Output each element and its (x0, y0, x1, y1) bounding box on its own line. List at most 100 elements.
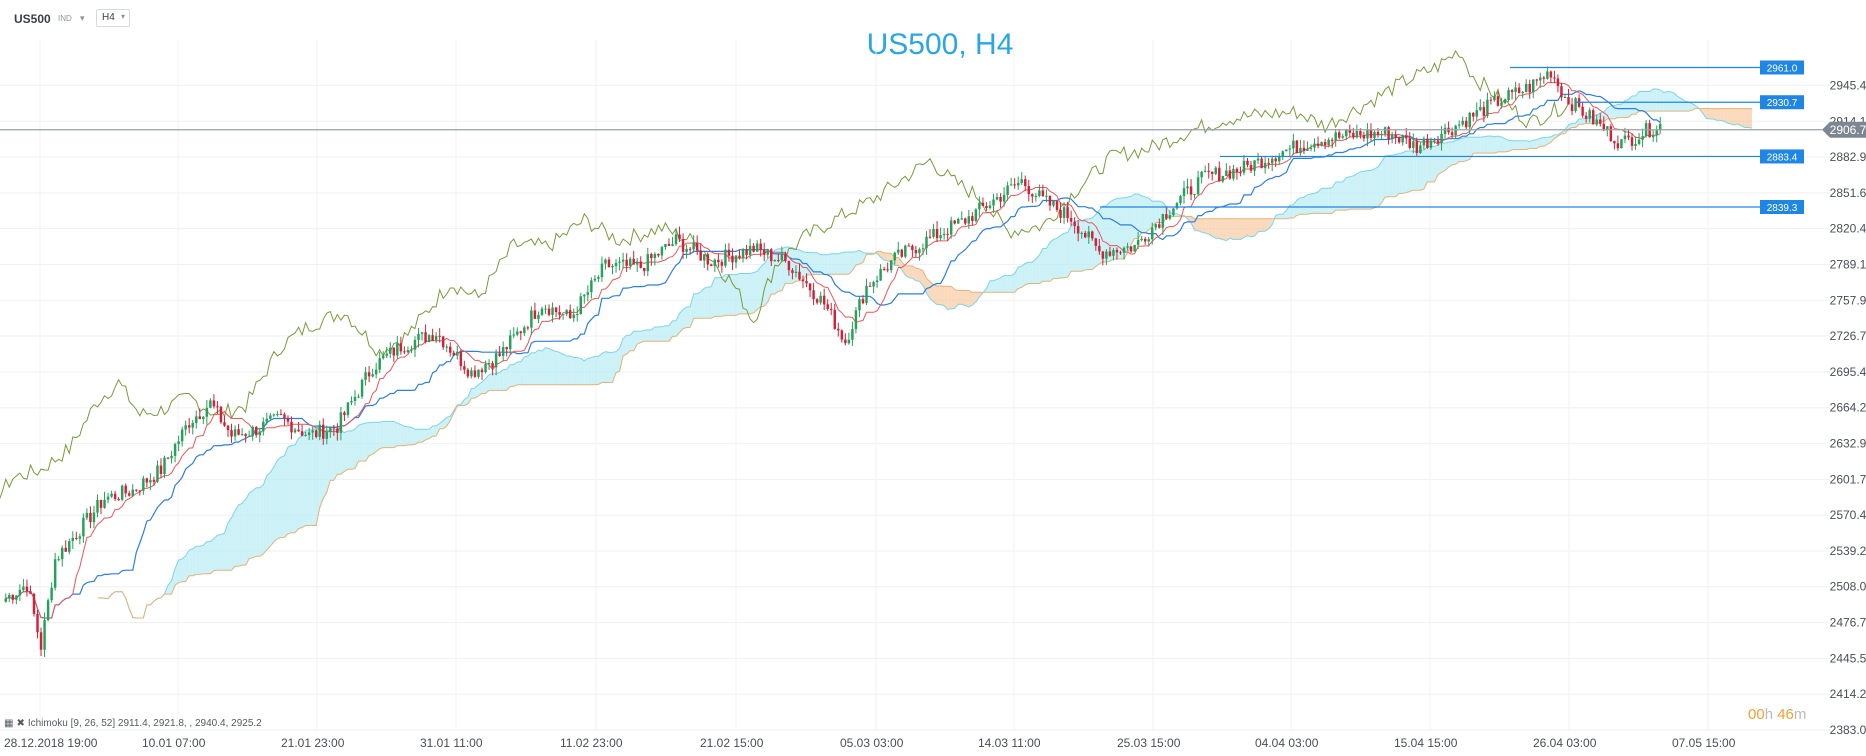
candle-body (861, 299, 865, 304)
cloud-segment (280, 455, 285, 538)
cloud-segment (707, 286, 712, 319)
candle-body (583, 294, 586, 297)
candle-body (1002, 194, 1006, 202)
indicator-settings-icon[interactable]: ▦ (4, 718, 14, 729)
y-tick-label: 2632.9 (1830, 437, 1866, 451)
candle-countdown: 00h 46m (1748, 706, 1806, 723)
cloud-segment (838, 252, 842, 275)
candle-body (1161, 214, 1165, 228)
cloud-segment (418, 429, 423, 443)
symbol-chevron-down-icon[interactable]: ▾ (80, 13, 85, 23)
cloud-segment (690, 293, 694, 328)
candle-body (127, 493, 131, 496)
candle-body (1302, 147, 1306, 152)
candle-body (1242, 160, 1246, 173)
cloud-segment (1512, 140, 1516, 150)
candle-body (254, 426, 258, 436)
cloud-segment (1272, 215, 1276, 225)
cloud-segment (1124, 196, 1128, 260)
symbol-label[interactable]: US500 (14, 12, 51, 26)
candle-body (611, 266, 614, 268)
candle-body (1517, 87, 1521, 94)
candle-body (1073, 221, 1076, 227)
candle-body (89, 512, 92, 523)
candle-body (1306, 148, 1309, 152)
candle-body (427, 335, 431, 343)
y-tick-label: 2820.4 (1830, 222, 1866, 236)
price-level-label: 2883.4 (1767, 152, 1798, 163)
candle-body (1412, 141, 1415, 148)
candle-body (434, 335, 438, 341)
candle-body (512, 334, 515, 336)
cloud-segment (1215, 218, 1220, 239)
candle-body (1221, 176, 1225, 182)
timeframe-select[interactable]: H4 ▾ (96, 9, 130, 27)
cloud-segment (298, 436, 303, 529)
cloud-segment (1476, 137, 1481, 154)
cloud-segment (827, 253, 832, 275)
candle-body (1341, 136, 1344, 138)
price-level-tag[interactable] (1760, 60, 1804, 75)
cloud-segment (887, 252, 892, 262)
cloud-segment (1145, 196, 1149, 233)
cloud-segment (1184, 215, 1188, 219)
cloud-segment (580, 358, 585, 385)
indicator-legend[interactable]: ▦ ✖ Ichimoku [9, 26, 52] 2911.4, 2921.8,… (4, 718, 262, 729)
candle-body (1129, 246, 1133, 252)
candle-body (413, 339, 417, 350)
candle-body (392, 347, 396, 356)
candle-body (135, 489, 138, 491)
candle-body (882, 268, 886, 270)
cloud-segment (1607, 105, 1611, 119)
cloud-segment (372, 422, 377, 455)
candle-body (1567, 96, 1570, 105)
cloud-segment (407, 426, 412, 445)
candle-body (801, 279, 805, 282)
cloud-segment (1071, 221, 1075, 272)
candle-body (597, 277, 600, 279)
cloud-segment (563, 354, 567, 385)
candle-body (219, 406, 223, 423)
candle-body (1634, 144, 1637, 146)
candle-body (1140, 238, 1143, 240)
cloud-segment (912, 265, 916, 281)
cloud-segment (1194, 218, 1199, 231)
candle-body (1062, 207, 1066, 218)
cloud-segment (414, 429, 419, 445)
cloud-segment (704, 287, 708, 319)
indicator-close-icon[interactable]: ✖ (16, 718, 25, 729)
cloud-segment (1395, 153, 1400, 197)
cloud-segment (489, 373, 493, 391)
candle-body (671, 244, 674, 246)
candle-body (1401, 135, 1404, 143)
cloud-segment (1011, 273, 1015, 293)
candle-body (1602, 123, 1606, 131)
price-level-tag[interactable] (1760, 199, 1804, 214)
candle-body (322, 424, 325, 439)
cloud-segment (1519, 140, 1523, 150)
cloud-segment (834, 253, 839, 275)
cloud-segment (1437, 142, 1442, 175)
candle-body (43, 620, 46, 650)
candle-body (304, 434, 307, 436)
cloud-segment (598, 353, 602, 385)
candle-body (216, 406, 219, 408)
candle-body (819, 295, 822, 303)
cloud-segment (1727, 108, 1731, 125)
cloud-segment (1385, 155, 1389, 198)
cloud-segment (700, 288, 705, 319)
price-level-tag[interactable] (1760, 149, 1804, 164)
cloud-segment (1046, 242, 1050, 282)
candle-body (1426, 138, 1429, 148)
candle-body (1105, 251, 1108, 259)
candle-body (1348, 129, 1352, 133)
candle-body (600, 263, 604, 278)
cloud-segment (1748, 108, 1752, 129)
cloud-segment (1198, 218, 1202, 233)
cloud-segment (168, 580, 172, 595)
price-level-tag[interactable] (1760, 95, 1804, 110)
candle-body (431, 335, 434, 341)
candle-body (1472, 112, 1475, 117)
cloud-segment (1028, 262, 1033, 284)
